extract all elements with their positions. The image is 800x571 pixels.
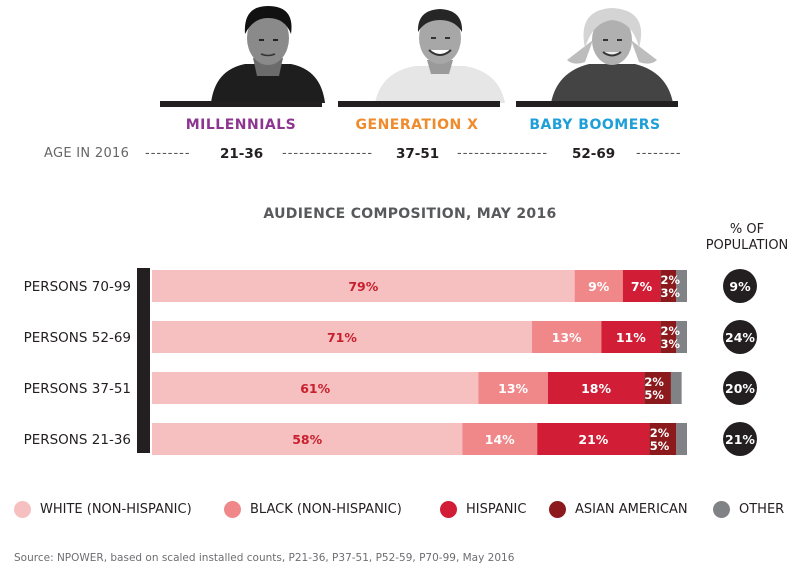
source-note: Source: NPOWER, based on scaled installe… [14,552,515,564]
bar-segment-asian-american-persons-70-99 [660,270,677,302]
legend-item-hispanic: HISPANIC [440,501,526,521]
legend-swatch-asian-american [549,501,566,518]
legend-item-asian-american: ASIAN AMERICAN [549,501,688,521]
age-range-generation-x: 37-51 [396,146,440,162]
bar-segment-other-persons-52-69 [676,321,687,353]
legend-label-hispanic: HISPANIC [466,502,527,517]
young-man-photo [193,0,343,103]
data-label-white-non-hispanic-persons-52-69: 71% [327,330,357,345]
bar-segment-white-non-hispanic-persons-37-51 [152,372,479,404]
bar-segment-white-non-hispanic-persons-70-99 [152,270,575,302]
data-label-asian-american-persons-37-51: 5% [644,388,664,402]
generation-x-underline [338,101,500,107]
data-label-black-non-hispanic-persons-52-69: 13% [552,330,582,345]
category-label-persons-37-51: PERSONS 37-51 [24,381,131,397]
data-label-black-non-hispanic-persons-37-51: 13% [498,381,528,396]
legend: WHITE (NON-HISPANIC) BLACK (NON-HISPANIC… [0,501,800,523]
legend-label-black: BLACK (NON-HISPANIC) [250,502,402,517]
data-label-hispanic-persons-52-69: 11% [616,330,646,345]
generation-x-label: GENERATION X [355,117,479,133]
legend-swatch-white [14,501,31,518]
age-dashes-3: ---------------- [457,146,549,161]
data-label-other-persons-52-69: 2% [660,324,680,338]
baby-boomers-underline [516,101,678,107]
population-value-persons-21-36: 21% [725,432,755,447]
data-label-hispanic-persons-70-99: 7% [631,279,653,294]
data-label-asian-american-persons-21-36: 5% [650,439,670,453]
chart-title: AUDIENCE COMPOSITION, MAY 2016 [263,206,557,222]
older-woman-photo [537,0,687,103]
age-dashes-1: -------- [145,146,191,161]
bar-segment-hispanic-persons-52-69 [601,321,661,353]
category-axis-spine [137,268,150,453]
data-label-asian-american-persons-52-69: 3% [660,337,680,351]
baby-boomers-label: BABY BOOMERS [529,117,661,133]
data-label-other-persons-70-99: 2% [660,273,680,287]
data-label-other-persons-21-36: 2% [650,426,670,440]
legend-item-other: OTHER [713,501,784,521]
population-title-line-1: % OF [729,222,765,237]
population-column-title: % OF POPULATION [702,222,792,254]
data-label-white-non-hispanic-persons-37-51: 61% [300,381,330,396]
age-dashes-4: -------- [636,146,682,161]
population-value-persons-37-51: 20% [725,381,755,396]
age-range-baby-boomers: 52-69 [572,146,616,162]
bar-segment-other-persons-21-36 [676,423,687,455]
bar-segment-asian-american-persons-52-69 [660,321,677,353]
bar-segment-other-persons-37-51 [670,372,682,404]
population-value-persons-70-99: 9% [729,279,751,294]
bar-segment-hispanic-persons-21-36 [537,423,650,455]
category-label-persons-21-36: PERSONS 21-36 [24,432,131,448]
data-label-white-non-hispanic-persons-70-99: 79% [348,279,378,294]
age-row: AGE IN 2016 -------- 21-36 -------------… [0,146,800,166]
population-title-line-2: POPULATION [705,238,789,253]
bar-segment-black-non-hispanic-persons-52-69 [531,321,602,353]
bar-segment-black-non-hispanic-persons-70-99 [574,270,623,302]
bar-segment-asian-american-persons-21-36 [649,423,677,455]
legend-swatch-black [224,501,241,518]
data-label-white-non-hispanic-persons-21-36: 58% [292,432,322,447]
bar-segment-black-non-hispanic-persons-21-36 [462,423,538,455]
millennials-label: MILLENNIALS [185,117,297,133]
data-label-black-non-hispanic-persons-21-36: 14% [485,432,515,447]
data-label-asian-american-persons-70-99: 3% [660,286,680,300]
legend-item-white: WHITE (NON-HISPANIC) [14,501,192,521]
population-circle-persons-37-51 [723,371,757,405]
population-value-persons-52-69: 24% [725,330,755,345]
legend-label-asian-american: ASIAN AMERICAN [575,502,688,517]
data-label-black-non-hispanic-persons-70-99: 9% [588,279,610,294]
legend-swatch-other [713,501,730,518]
population-circle-persons-70-99 [723,269,757,303]
legend-item-black: BLACK (NON-HISPANIC) [224,501,402,521]
bar-segment-hispanic-persons-70-99 [622,270,661,302]
bar-segment-hispanic-persons-37-51 [547,372,645,404]
population-circle-persons-52-69 [723,320,757,354]
legend-label-white: WHITE (NON-HISPANIC) [40,502,192,517]
age-row-title: AGE IN 2016 [44,146,130,161]
data-label-hispanic-persons-37-51: 18% [581,381,611,396]
bar-segment-black-non-hispanic-persons-37-51 [478,372,548,404]
category-label-persons-52-69: PERSONS 52-69 [24,330,131,346]
age-dashes-2: ---------------- [282,146,374,161]
smiling-man-photo [365,0,515,103]
legend-swatch-hispanic [440,501,457,518]
millennials-underline [160,101,322,107]
population-circle-persons-21-36 [723,422,757,456]
bar-segment-white-non-hispanic-persons-52-69 [152,321,532,353]
category-label-persons-70-99: PERSONS 70-99 [24,279,131,295]
bar-segment-other-persons-70-99 [676,270,687,302]
bar-segment-asian-american-persons-37-51 [644,372,671,404]
data-label-hispanic-persons-21-36: 21% [578,432,608,447]
age-range-millennials: 21-36 [220,146,264,162]
legend-label-other: OTHER [739,502,785,517]
data-label-other-persons-37-51: 2% [644,375,664,389]
bar-segment-white-non-hispanic-persons-21-36 [152,423,463,455]
